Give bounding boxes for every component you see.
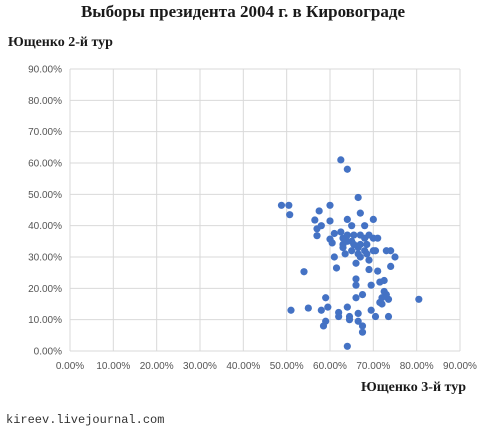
x-tick-label: 50.00%	[270, 361, 304, 372]
y-tick-label: 20.00%	[28, 284, 62, 295]
data-point	[354, 309, 362, 317]
data-point	[356, 209, 364, 217]
data-point	[363, 240, 371, 249]
data-point	[363, 250, 371, 258]
source-credit: kireev.livejournal.com	[6, 413, 165, 427]
data-point	[322, 294, 330, 302]
data-point	[352, 259, 360, 267]
data-point	[361, 222, 369, 230]
data-point	[367, 281, 375, 289]
data-point	[343, 303, 351, 311]
data-point	[371, 312, 380, 321]
data-point	[343, 215, 351, 223]
data-point	[365, 265, 373, 274]
gridlines	[69, 68, 461, 352]
data-point	[365, 256, 373, 264]
data-point	[330, 253, 338, 261]
data-point	[343, 231, 351, 239]
y-tick-label: 0.00%	[34, 347, 62, 358]
data-point	[358, 328, 367, 336]
y-tick-label: 80.00%	[28, 96, 62, 107]
y-tick-label: 60.00%	[28, 159, 62, 170]
x-tick-labels: 0.00% 10.00% 20.00% 30.00% 40.00% 50.00% 60.00…	[56, 361, 477, 372]
data-point	[354, 317, 362, 325]
x-tick-label: 0.00%	[56, 361, 84, 372]
data-point	[304, 304, 312, 312]
chart-title: Выборы президента 2004 г. в Кировограде	[80, 2, 406, 21]
x-tick-label: 80.00%	[400, 361, 434, 372]
data-point	[367, 306, 375, 314]
data-point	[371, 247, 380, 255]
data-point	[369, 215, 377, 223]
data-point	[387, 262, 395, 270]
data-point	[387, 247, 395, 255]
data-point	[326, 217, 334, 225]
data-point	[374, 267, 382, 275]
x-tick-label: 10.00%	[96, 361, 130, 372]
data-point	[343, 165, 351, 173]
data-point	[328, 239, 336, 247]
data-point	[358, 322, 367, 330]
data-point	[339, 244, 347, 252]
data-point	[384, 295, 393, 303]
data-point	[315, 207, 323, 215]
data-point	[311, 216, 319, 224]
x-axis-label: Ющенко 3-й тур	[361, 380, 466, 395]
data-point	[352, 281, 360, 289]
data-point	[317, 306, 325, 314]
data-point	[286, 211, 294, 219]
data-point	[330, 229, 338, 238]
x-tick-label: 20.00%	[140, 361, 174, 372]
data-point	[356, 253, 364, 261]
data-point	[378, 300, 386, 308]
x-tick-label: 30.00%	[183, 361, 217, 372]
y-tick-labels: 0.00% 10.00% 20.00% 30.00% 40.00% 50.00% 60.00…	[28, 65, 62, 358]
data-point	[348, 222, 356, 230]
y-tick-label: 30.00%	[28, 253, 62, 264]
data-point	[380, 276, 388, 285]
data-point	[332, 264, 341, 272]
data-point	[348, 247, 356, 255]
y-tick-label: 90.00%	[28, 65, 62, 76]
data-point	[391, 253, 399, 261]
data-point	[335, 312, 343, 321]
data-point	[313, 232, 321, 240]
data-point	[345, 316, 354, 324]
data-point	[287, 306, 295, 314]
y-tick-label: 40.00%	[28, 221, 62, 232]
x-tick-label: 70.00%	[356, 361, 390, 372]
data-point	[352, 294, 360, 302]
data-point	[324, 303, 332, 311]
data-point	[285, 201, 293, 209]
data-point	[343, 342, 351, 350]
data-point	[322, 317, 330, 325]
data-point	[354, 193, 362, 202]
data-point	[300, 268, 308, 276]
data-point	[337, 156, 345, 164]
data-point	[317, 222, 325, 230]
data-point	[356, 240, 364, 249]
data-point	[374, 234, 382, 242]
data-point	[358, 291, 367, 299]
data-point	[277, 201, 286, 209]
y-axis-label: Ющенко 2-й тур	[8, 35, 113, 50]
x-tick-label: 90.00%	[443, 361, 477, 372]
data-point	[341, 250, 349, 258]
y-tick-label: 10.00%	[28, 315, 62, 326]
data-points	[277, 156, 423, 350]
data-point	[350, 231, 358, 239]
data-point	[326, 201, 334, 209]
data-point	[352, 275, 360, 283]
y-tick-label: 70.00%	[28, 127, 62, 138]
x-tick-label: 60.00%	[313, 361, 347, 372]
data-point	[415, 295, 423, 303]
y-tick-label: 50.00%	[28, 190, 62, 201]
data-point	[384, 312, 393, 321]
x-tick-label: 40.00%	[226, 361, 260, 372]
data-point	[337, 228, 345, 236]
